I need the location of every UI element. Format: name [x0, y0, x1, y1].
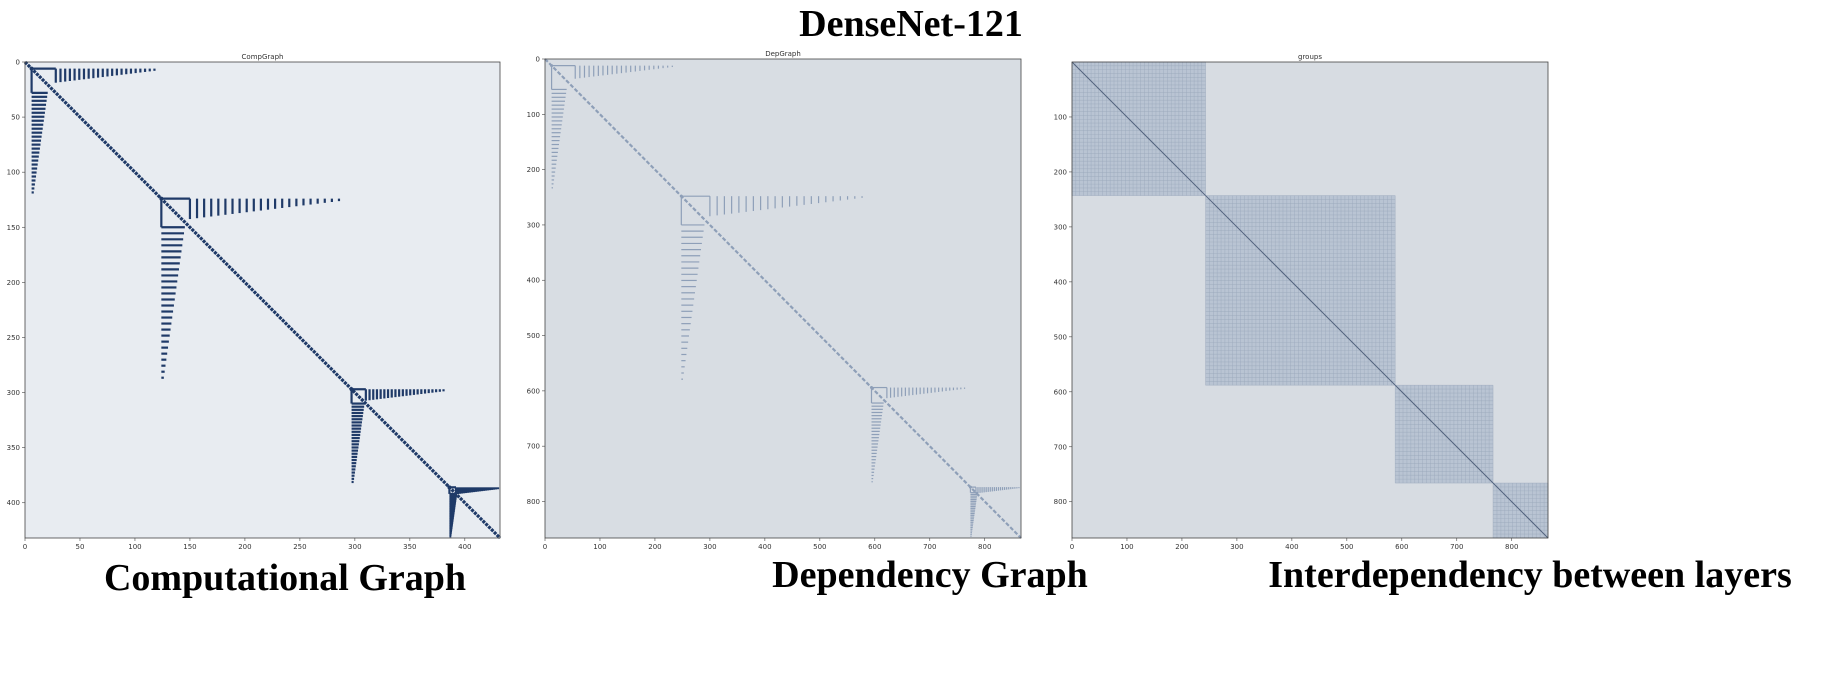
y-tick-label: 100: [7, 169, 20, 177]
y-tick-label: 50: [11, 114, 20, 122]
plot-frame: [544, 58, 1022, 539]
y-tick-label: 200: [7, 279, 20, 287]
y-tick-label: 300: [527, 221, 540, 229]
y-tick-label: 150: [7, 224, 20, 232]
caption-dependency-graph: Dependency Graph: [772, 554, 1088, 596]
x-tick-label: 100: [1120, 543, 1133, 551]
y-tick-label: 100: [1054, 113, 1067, 121]
group-diagonal: [1071, 61, 1206, 196]
x-tick-label: 350: [403, 543, 416, 551]
x-tick-label: 150: [183, 543, 196, 551]
block-corner-dot: [550, 64, 554, 68]
x-tick-label: 600: [1395, 543, 1408, 551]
y-tick-label: 400: [7, 499, 20, 507]
group-diagonal: [1205, 195, 1396, 386]
x-tick-label: 0: [23, 543, 27, 551]
group-diagonal: [1394, 384, 1494, 484]
x-tick-label: 100: [593, 543, 606, 551]
x-tick-label: 600: [868, 543, 881, 551]
interdependency-chart: groups 0 100 200 300 400 500 600 700 800 100 200 300…: [1054, 53, 1549, 551]
x-tick-label: 700: [923, 543, 936, 551]
dependency-graph-chart: DepGraph 0 100 200 300 400 500 600 700 800 0 100 200…: [527, 50, 1022, 551]
caption-interdependency: Interdependency between layers: [1268, 554, 1792, 596]
y-tick-label: 400: [527, 277, 540, 285]
y-tick-label: 800: [1054, 498, 1067, 506]
y-tick-label: 500: [527, 332, 540, 340]
y-tick-label: 700: [527, 443, 540, 451]
x-tick-label: 500: [1340, 543, 1353, 551]
diagonal-line: [544, 58, 1022, 539]
x-tick-label: 100: [128, 543, 141, 551]
x-tick-label: 800: [978, 543, 991, 551]
x-tick-label: 300: [1230, 543, 1243, 551]
x-tick-label: 500: [813, 543, 826, 551]
x-tick-label: 300: [348, 543, 361, 551]
y-tick-label: 350: [7, 444, 20, 452]
plot-title: CompGraph: [242, 53, 284, 61]
x-tick-label: 0: [1070, 543, 1074, 551]
y-tick-label: 200: [1054, 168, 1067, 176]
block-corner-dot: [447, 485, 452, 490]
y-tick-label: 600: [1054, 388, 1067, 396]
x-tick-label: 800: [1505, 543, 1518, 551]
y-tick-label: 300: [1054, 223, 1067, 231]
computational-graph-chart: CompGraph 0 50 100 150 200 250 300 350 400 0 50 100 1…: [7, 53, 502, 551]
y-tick-label: 400: [1054, 278, 1067, 286]
x-tick-label: 400: [758, 543, 771, 551]
block-corner-dot: [869, 386, 873, 390]
x-tick-label: 0: [543, 543, 547, 551]
diagonal-line: [23, 60, 502, 540]
x-tick-label: 50: [76, 543, 85, 551]
group-diagonal: [1492, 482, 1549, 539]
plot-title: DepGraph: [765, 50, 801, 58]
x-tick-label: 300: [703, 543, 716, 551]
x-tick-label: 250: [293, 543, 306, 551]
y-tick-label: 0: [536, 56, 540, 64]
block-corner-dot: [968, 485, 972, 489]
block-corner-dot: [159, 196, 164, 201]
x-tick-label: 700: [1450, 543, 1463, 551]
y-tick-label: 300: [7, 389, 20, 397]
y-tick-label: 250: [7, 334, 20, 342]
y-tick-label: 800: [527, 498, 540, 506]
block-corner-dot: [349, 387, 354, 392]
plot-frame: [24, 61, 501, 539]
block-corner-dot: [29, 66, 34, 71]
caption-computational-graph: Computational Graph: [103, 557, 467, 599]
block-corner-dot: [679, 194, 683, 198]
x-tick-label: 400: [1285, 543, 1298, 551]
y-tick-label: 700: [1054, 443, 1067, 451]
x-tick-label: 400: [458, 543, 471, 551]
x-tick-label: 200: [238, 543, 251, 551]
x-tick-label: 200: [1175, 543, 1188, 551]
figure-title: DenseNet-121: [799, 3, 1023, 45]
y-tick-label: 500: [1054, 333, 1067, 341]
y-tick-label: 200: [527, 166, 540, 174]
y-tick-label: 0: [16, 59, 20, 67]
plot-frame: [1071, 61, 1549, 539]
y-tick-label: 100: [527, 111, 540, 119]
plot-title: groups: [1298, 53, 1322, 61]
x-tick-label: 200: [648, 543, 661, 551]
y-tick-label: 600: [527, 387, 540, 395]
